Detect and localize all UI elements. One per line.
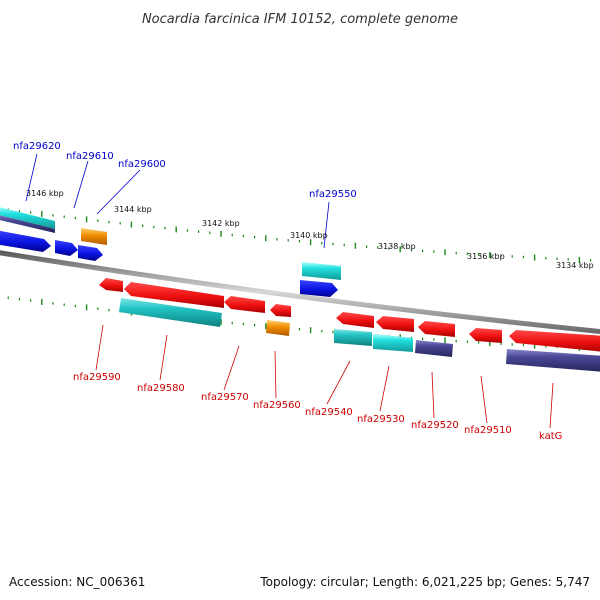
gene-feature[interactable] [99, 278, 123, 292]
kbp-marker: 3134 kbp [556, 261, 594, 270]
gene-feature[interactable] [270, 304, 291, 317]
gene-feature[interactable] [469, 328, 502, 343]
gene-label-nfa29520[interactable]: nfa29520 [411, 420, 459, 431]
gene-feature[interactable] [55, 240, 78, 256]
gene-feature[interactable] [376, 316, 414, 332]
gene-feature[interactable] [418, 321, 455, 337]
callout-line [223, 345, 240, 391]
accession-text: Accession: NC_006361 [9, 575, 145, 589]
kbp-marker: 3138 kbp [378, 242, 416, 251]
gene-label-nfa29570[interactable]: nfa29570 [201, 392, 249, 403]
gene-feature[interactable] [373, 334, 413, 352]
ticks-top [7, 208, 592, 263]
map-title: Nocardia farcinica IFM 10152, complete g… [142, 12, 458, 27]
gene-label-nfa29590[interactable]: nfa29590 [73, 372, 121, 383]
callout-line [326, 360, 351, 405]
kbp-marker: 3146 kbp [26, 189, 64, 198]
gene-feature[interactable] [300, 280, 338, 297]
gene-feature[interactable] [302, 262, 341, 280]
gene-feature[interactable] [119, 298, 222, 327]
gene-feature[interactable] [0, 230, 51, 252]
gene-feature[interactable] [506, 349, 600, 372]
gene-label-nfa29550[interactable]: nfa29550 [309, 189, 357, 200]
callout-line [96, 169, 141, 215]
gene-feature[interactable] [81, 228, 107, 245]
gene-feature[interactable] [0, 206, 55, 229]
gene-feature[interactable] [336, 312, 374, 328]
genome-backbone [0, 250, 600, 335]
gene-label-katG[interactable]: katG [539, 431, 562, 442]
gene-label-nfa29600[interactable]: nfa29600 [118, 159, 166, 170]
gene-label-nfa29540[interactable]: nfa29540 [305, 407, 353, 418]
callout-line [379, 365, 390, 412]
topology-text: Topology: circular; Length: 6,021,225 bp… [259, 575, 590, 589]
callout-line [480, 375, 488, 424]
callout-line [431, 371, 435, 419]
gene-feature[interactable] [0, 214, 55, 233]
gene-label-nfa29510[interactable]: nfa29510 [464, 425, 512, 436]
callout-line [159, 334, 168, 381]
kbp-marker: 3142 kbp [202, 219, 240, 228]
gene-feature[interactable] [415, 340, 453, 357]
gene-label-nfa29580[interactable]: nfa29580 [137, 383, 185, 394]
gene-label-nfa29530[interactable]: nfa29530 [357, 414, 405, 425]
callout-line [549, 382, 554, 429]
kbp-marker: 3140 kbp [290, 231, 328, 240]
callout-line [95, 324, 104, 371]
gene-feature[interactable] [78, 245, 103, 261]
gene-feature[interactable] [266, 320, 290, 336]
callout-line [73, 160, 89, 209]
callout-line [323, 201, 330, 249]
gene-feature[interactable] [509, 330, 600, 352]
kbp-marker: 3144 kbp [114, 205, 152, 214]
gene-feature[interactable] [334, 329, 372, 346]
gene-label-nfa29620[interactable]: nfa29620 [13, 141, 61, 152]
gene-label-nfa29610[interactable]: nfa29610 [66, 151, 114, 162]
gene-label-nfa29560[interactable]: nfa29560 [253, 400, 301, 411]
kbp-marker: 3136 kbp [467, 252, 505, 261]
callout-line [274, 350, 277, 399]
gene-feature[interactable] [224, 296, 265, 313]
gene-feature[interactable] [124, 282, 224, 308]
callout-line [25, 153, 38, 202]
